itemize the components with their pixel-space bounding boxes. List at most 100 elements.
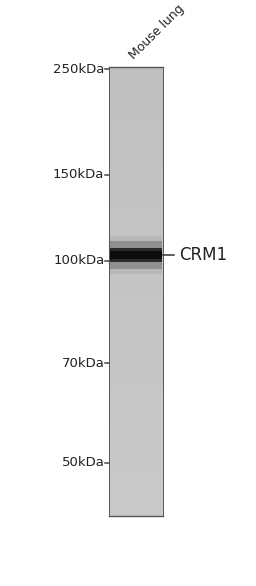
Bar — [109, 270, 163, 272]
Bar — [109, 475, 163, 477]
Bar — [109, 306, 163, 308]
Bar — [109, 213, 163, 215]
Bar — [109, 410, 163, 413]
Bar — [109, 100, 163, 102]
Bar — [109, 483, 163, 486]
Bar — [109, 496, 163, 498]
Bar — [109, 94, 163, 96]
Bar — [109, 97, 163, 99]
Bar — [109, 369, 163, 371]
Bar — [109, 458, 163, 461]
Bar — [109, 148, 163, 149]
Bar — [109, 86, 163, 88]
Bar — [109, 505, 163, 507]
Bar — [109, 71, 163, 73]
Bar — [109, 121, 163, 122]
Bar — [109, 180, 163, 182]
Bar — [109, 95, 163, 97]
Bar — [109, 303, 163, 305]
Bar — [109, 285, 163, 287]
Bar — [109, 119, 163, 121]
Bar — [109, 105, 163, 108]
Bar — [109, 167, 163, 169]
Bar — [109, 393, 163, 394]
Bar — [109, 482, 163, 484]
Bar — [109, 198, 163, 200]
Bar — [109, 342, 163, 344]
Bar — [109, 236, 163, 238]
Bar — [109, 473, 163, 475]
Bar — [109, 403, 163, 405]
Bar — [109, 203, 163, 205]
Bar — [109, 334, 163, 336]
Bar — [109, 264, 163, 266]
Bar — [109, 271, 163, 274]
Bar — [109, 385, 163, 387]
Bar — [109, 457, 163, 459]
Bar — [109, 289, 163, 292]
Bar — [109, 358, 163, 360]
Bar — [109, 354, 163, 356]
Bar — [109, 506, 163, 508]
Bar — [109, 92, 163, 94]
Bar — [109, 216, 163, 219]
Bar — [109, 219, 163, 222]
Bar — [109, 146, 163, 148]
Bar — [109, 135, 163, 138]
Bar — [109, 152, 163, 154]
Bar — [109, 138, 163, 141]
Bar — [109, 207, 163, 209]
Bar — [109, 162, 163, 165]
Bar — [109, 343, 163, 345]
Bar — [109, 510, 163, 513]
Bar — [109, 70, 163, 72]
Bar — [109, 470, 163, 472]
Bar — [110, 241, 162, 269]
Bar — [109, 428, 163, 431]
Bar — [109, 372, 163, 374]
Bar — [109, 239, 163, 241]
Bar — [109, 460, 163, 462]
Bar — [109, 225, 163, 227]
Bar — [109, 267, 163, 269]
Bar — [109, 467, 163, 469]
Bar — [109, 158, 163, 160]
Bar — [109, 377, 163, 380]
Bar — [109, 224, 163, 226]
Bar — [109, 188, 163, 190]
Bar — [109, 67, 163, 516]
Bar — [109, 183, 163, 185]
Bar — [109, 374, 163, 377]
Bar — [109, 425, 163, 428]
Text: 150kDa: 150kDa — [53, 168, 104, 181]
Bar — [109, 173, 163, 175]
Bar — [109, 370, 163, 372]
Bar — [109, 316, 163, 318]
Bar — [109, 509, 163, 511]
Bar — [109, 156, 163, 159]
Bar — [109, 89, 163, 91]
Bar — [109, 237, 163, 239]
Bar — [109, 436, 163, 438]
Bar — [109, 141, 163, 144]
Bar — [109, 170, 163, 172]
Bar — [109, 391, 163, 393]
Bar — [109, 463, 163, 465]
Bar — [109, 186, 163, 189]
Bar — [109, 159, 163, 162]
Bar — [109, 328, 163, 331]
Bar — [109, 298, 163, 301]
Bar — [109, 132, 163, 135]
Bar — [109, 401, 163, 404]
Bar — [109, 88, 163, 90]
Bar — [109, 439, 163, 441]
Bar — [109, 118, 163, 120]
Bar — [109, 81, 163, 84]
Bar — [109, 423, 163, 424]
Bar — [109, 107, 163, 109]
Bar — [109, 361, 163, 363]
Bar — [109, 442, 163, 444]
Bar — [109, 206, 163, 208]
Bar — [110, 248, 162, 262]
Bar — [109, 417, 163, 418]
